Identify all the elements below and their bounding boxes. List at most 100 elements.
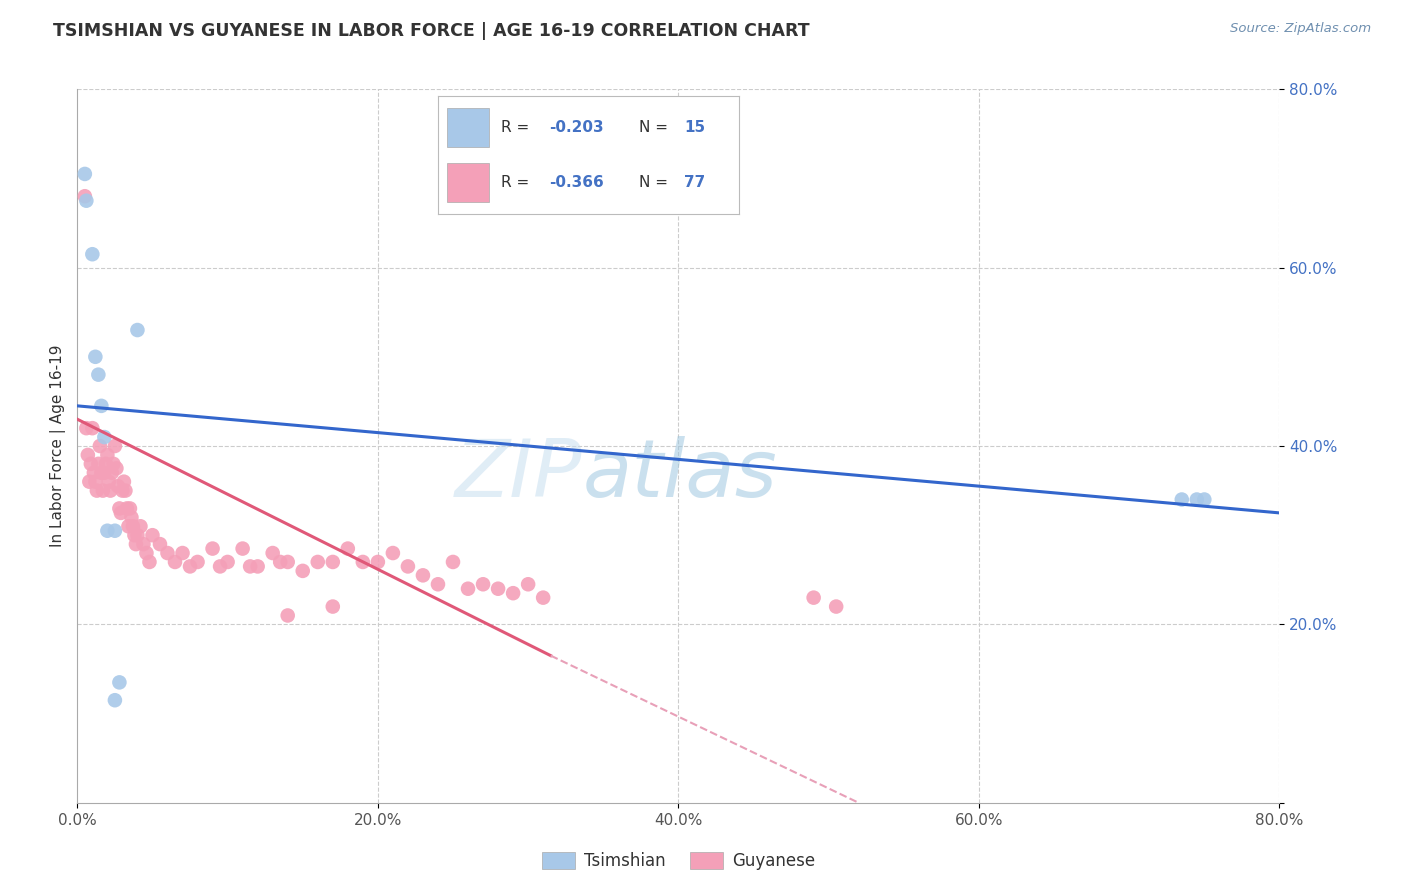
Point <box>531 591 554 605</box>
Point <box>517 577 540 591</box>
Point <box>87 368 110 382</box>
Point <box>114 483 136 498</box>
Point <box>108 501 131 516</box>
Y-axis label: In Labor Force | Age 16-19: In Labor Force | Age 16-19 <box>51 344 66 548</box>
Text: TSIMSHIAN VS GUYANESE IN LABOR FORCE | AGE 16-19 CORRELATION CHART: TSIMSHIAN VS GUYANESE IN LABOR FORCE | A… <box>53 22 810 40</box>
Point <box>97 475 120 489</box>
Point <box>209 559 232 574</box>
Point <box>127 323 149 337</box>
Point <box>124 528 146 542</box>
Point <box>1171 492 1194 507</box>
Point <box>367 555 389 569</box>
Point <box>322 555 344 569</box>
Point <box>149 537 172 551</box>
Point <box>457 582 479 596</box>
Point <box>141 528 163 542</box>
Point <box>84 475 107 489</box>
Point <box>101 466 124 480</box>
Text: N =: N = <box>640 176 673 190</box>
Point <box>118 501 141 516</box>
Point <box>179 559 201 574</box>
Point <box>91 483 114 498</box>
Point <box>111 483 134 498</box>
Text: N =: N = <box>640 120 673 135</box>
Point <box>127 528 149 542</box>
Point <box>135 546 157 560</box>
Point <box>115 501 138 516</box>
Point <box>322 599 344 614</box>
Legend: Tsimshian, Guyanese: Tsimshian, Guyanese <box>536 845 821 877</box>
Point <box>112 475 135 489</box>
Point <box>107 479 129 493</box>
Point <box>89 439 111 453</box>
Point <box>82 421 104 435</box>
Point <box>103 457 125 471</box>
Point <box>172 546 194 560</box>
Point <box>291 564 314 578</box>
Point <box>427 577 450 591</box>
Point <box>73 189 96 203</box>
Point <box>825 599 848 614</box>
Point <box>125 537 148 551</box>
Point <box>262 546 284 560</box>
Text: R =: R = <box>501 176 534 190</box>
Text: ZIP: ZIP <box>456 435 582 514</box>
Point <box>486 582 509 596</box>
Point <box>277 608 299 623</box>
Text: -0.203: -0.203 <box>550 120 603 135</box>
Point <box>336 541 359 556</box>
Point <box>269 555 291 569</box>
Point <box>93 466 115 480</box>
Point <box>104 439 127 453</box>
Point <box>246 559 269 574</box>
Point <box>82 247 104 261</box>
Point <box>352 555 374 569</box>
Point <box>79 475 101 489</box>
Point <box>472 577 495 591</box>
Point <box>96 448 118 462</box>
Point <box>502 586 524 600</box>
Text: -0.366: -0.366 <box>550 176 605 190</box>
Point <box>90 399 112 413</box>
Point <box>96 524 118 538</box>
Point <box>201 541 224 556</box>
Point <box>108 675 131 690</box>
Point <box>217 555 239 569</box>
Point <box>94 457 117 471</box>
Point <box>803 591 825 605</box>
Point <box>104 693 127 707</box>
FancyBboxPatch shape <box>447 108 489 147</box>
Point <box>1185 492 1208 507</box>
Point <box>110 506 132 520</box>
Point <box>86 483 108 498</box>
Point <box>132 537 155 551</box>
Point <box>163 555 186 569</box>
Point <box>239 559 262 574</box>
Point <box>75 421 97 435</box>
Point <box>156 546 179 560</box>
Point <box>90 466 112 480</box>
Point <box>117 519 139 533</box>
Text: Source: ZipAtlas.com: Source: ZipAtlas.com <box>1230 22 1371 36</box>
Point <box>186 555 209 569</box>
Point <box>73 167 96 181</box>
Point <box>381 546 404 560</box>
Point <box>76 448 98 462</box>
Point <box>277 555 299 569</box>
Point <box>122 519 145 533</box>
Text: 15: 15 <box>685 120 706 135</box>
Text: 77: 77 <box>685 176 706 190</box>
Point <box>307 555 329 569</box>
Point <box>83 466 105 480</box>
Point <box>412 568 434 582</box>
Point <box>105 461 128 475</box>
Point <box>1194 492 1216 507</box>
Point <box>129 519 152 533</box>
Point <box>104 524 127 538</box>
Point <box>84 350 107 364</box>
Point <box>441 555 464 569</box>
Point <box>80 457 103 471</box>
Point <box>100 483 122 498</box>
Point <box>93 430 115 444</box>
Point <box>232 541 254 556</box>
